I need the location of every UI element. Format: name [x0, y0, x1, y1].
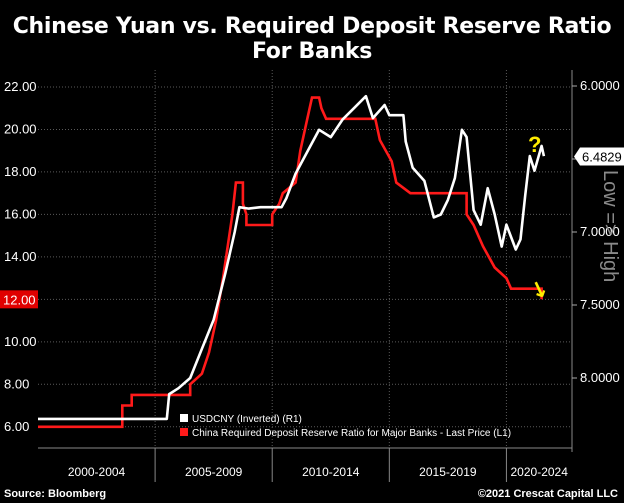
x-tick-label: 2010-2014 — [302, 465, 360, 479]
legend-swatch-usdcny — [180, 414, 188, 422]
legend-label-rrr: China Required Deposit Reserve Ratio for… — [192, 428, 511, 439]
source-note: Source: Bloomberg — [4, 488, 107, 500]
left-last-value-tag — [0, 290, 38, 309]
credit-note: ©2021 Crescat Capital LLC — [477, 488, 618, 500]
left-tick-label: 16.00 — [4, 206, 37, 221]
series-layer — [38, 94, 546, 429]
chart-title: Chinese Yuan vs. Required Deposit Reserv… — [12, 14, 612, 64]
left-tick-label: 8.00 — [4, 376, 29, 391]
x-tick-label: 2020-2024 — [511, 465, 569, 479]
left-tick-label: 14.00 — [4, 249, 37, 264]
right-tick-label: 7.0000 — [580, 224, 620, 239]
left-tick-label: 20.00 — [4, 121, 37, 136]
right-tick-label: 7.5000 — [580, 297, 620, 312]
x-axis: 2000-2004 2005-2009 2010-2014 2015-2019 2020… — [68, 448, 568, 482]
left-tick-label: 6.00 — [4, 419, 29, 434]
x-tick-label: 2015-2019 — [419, 465, 477, 479]
right-last-value: 6.4829 — [582, 150, 622, 165]
x-tick-label: 2000-2004 — [68, 465, 126, 479]
left-axis: 6.00 8.00 10.00 12.00 14.00 16.00 18.00 20.00 22… — [0, 79, 38, 434]
left-tick-label: 10.00 — [4, 334, 37, 349]
legend-label-usdcny: USDCNY (Inverted) (R1) — [192, 414, 302, 425]
right-tick-label: 8.0000 — [580, 370, 620, 385]
legend-swatch-rrr — [180, 428, 188, 436]
right-tick-label: 6.0000 — [580, 78, 620, 93]
series-line-usdcny — [38, 94, 546, 421]
x-tick-label: 2005-2009 — [185, 465, 243, 479]
right-axis-title: Low => High — [599, 170, 621, 282]
title-bar: Chinese Yuan vs. Required Deposit Reserv… — [0, 0, 624, 64]
grid-lines — [38, 70, 573, 452]
question-mark: ? — [528, 132, 541, 157]
chart-canvas: 2000-2004 2005-2009 2010-2014 2015-2019 2020… — [0, 70, 624, 482]
left-tick-label: 22.00 — [4, 79, 37, 94]
left-last-value: 12.00 — [3, 292, 36, 307]
right-last-value-tag — [574, 147, 624, 166]
left-tick-label: 18.00 — [4, 164, 37, 179]
series-line-rrr — [38, 96, 543, 429]
legend: USDCNY (Inverted) (R1) China Required Dep… — [180, 414, 511, 439]
down-arrow: ↓ — [526, 276, 553, 306]
